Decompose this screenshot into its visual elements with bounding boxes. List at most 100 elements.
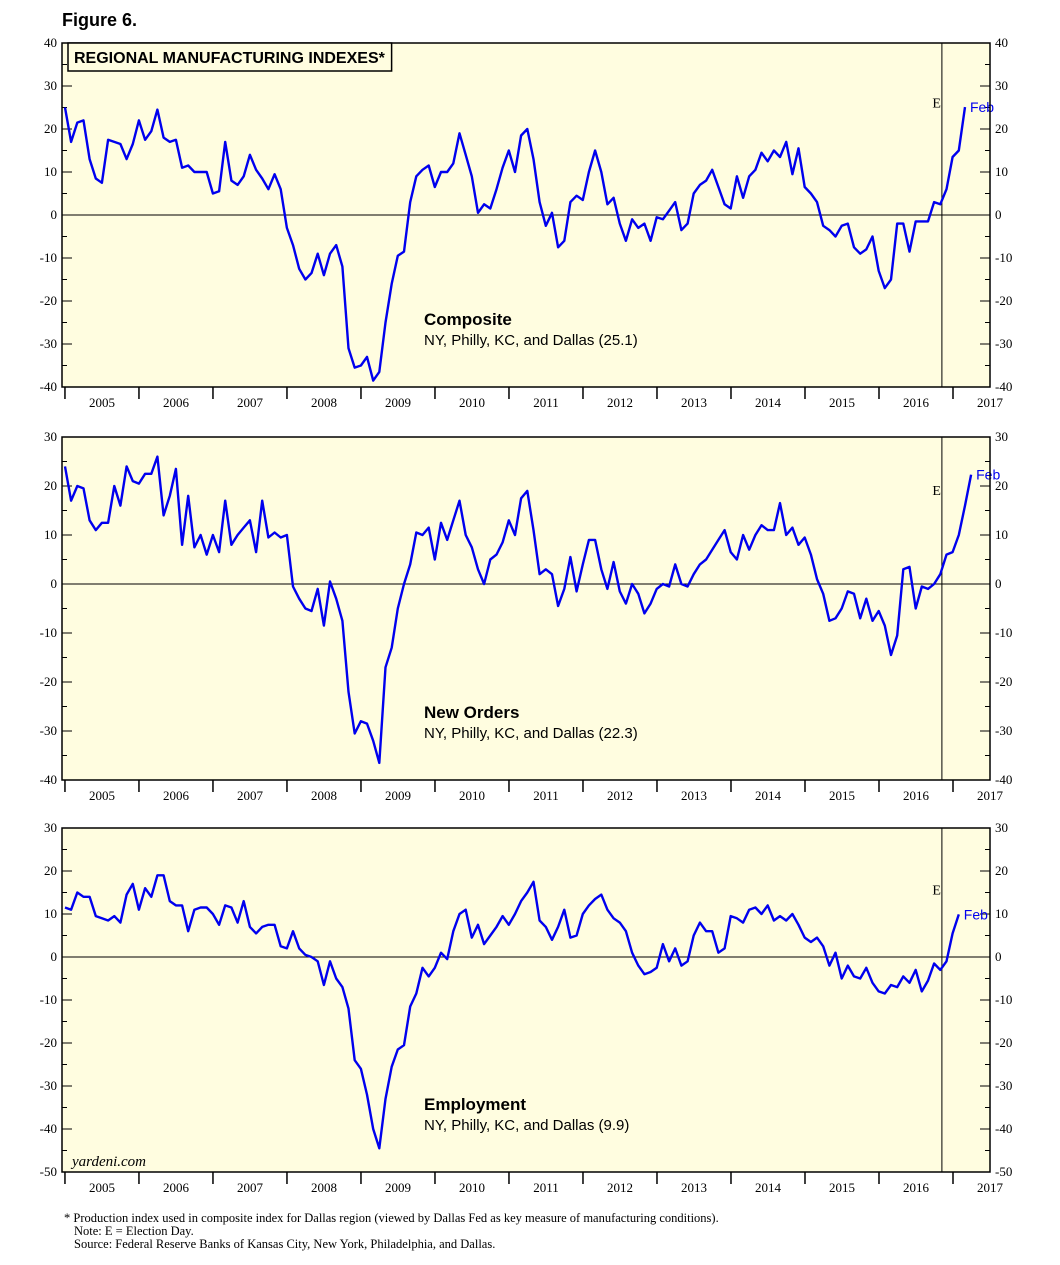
panel1-ytick-label-right: 40 [995,35,1008,50]
panel2-xtick-label: 2008 [311,788,337,803]
panel2-ytick-label-right: 30 [995,429,1008,444]
panel2-ytick-label-left: -10 [40,625,57,640]
panel3-ytick-label-left: -50 [40,1164,57,1179]
panel3-ytick-label-left: 10 [44,906,57,921]
panel1-ytick-label-left: 40 [44,35,57,50]
panel2-ytick-label-left: 0 [51,576,58,591]
panel3-xtick-label: 2011 [533,1180,559,1195]
panel3-ytick-label-right: -20 [995,1035,1012,1050]
panel1-ytick-label-right: 10 [995,164,1008,179]
panel2-xtick-label: 2014 [755,788,782,803]
panel2-xtick-label: 2015 [829,788,855,803]
panel1-xtick-label: 2005 [89,395,115,410]
panel2-ytick-label-left: -20 [40,674,57,689]
panel3-xtick-label: 2013 [681,1180,707,1195]
panel1-ytick-label-left: -30 [40,336,57,351]
panel1-xtick-label: 2010 [459,395,485,410]
chart-title-box [67,42,393,72]
panel2-ytick-label-left: 30 [44,429,57,444]
panel2-frame [61,436,991,781]
panel2-ytick-label-left: -30 [40,723,57,738]
panel3-end-label: Feb [964,906,988,922]
panel3-background [62,828,990,1172]
panel2-xtick-label: 2007 [237,788,264,803]
panel2-xtick-label: 2005 [89,788,115,803]
panel1-series-title: Composite [424,310,512,329]
panel3-xtick-label: 2005 [89,1180,115,1195]
panel1-xtick-label: 2012 [607,395,633,410]
panel1-ytick-label-left: 30 [44,78,57,93]
panel2-ytick-label-right: -10 [995,625,1012,640]
panel1-xtick-label: 2009 [385,395,411,410]
panel2-ytick-label-left: 10 [44,527,57,542]
panel3-xtick-label: 2009 [385,1180,411,1195]
panel3-ytick-label-left: 30 [44,820,57,835]
panel3-xtick-label: 2014 [755,1180,782,1195]
panel3-series-title: Employment [424,1095,526,1114]
panel2-ytick-label-right: 0 [995,576,1002,591]
panel2-ytick-label-left: -40 [40,772,57,787]
panel3-series-subtitle: NY, Philly, KC, and Dallas (9.9) [424,1117,629,1134]
panel3-ytick-label-right: -10 [995,992,1012,1007]
watermark: yardeni.com [70,1154,146,1170]
panel3-ytick-label-right: 10 [995,906,1008,921]
panel2-ytick-label-right: -40 [995,772,1012,787]
panel3-ytick-label-right: -30 [995,1078,1012,1093]
panel2-end-label: Feb [976,467,1000,483]
panel3-xtick-label: 2006 [163,1180,190,1195]
panel1-xtick-label: 2016 [903,395,930,410]
panel3-xtick-label: 2015 [829,1180,855,1195]
panel1-ytick-label-right: 20 [995,121,1008,136]
panel3-xtick-label: 2007 [237,1180,264,1195]
footnote-asterisk: * Production index used in composite ind… [64,1211,719,1225]
panel3-frame [61,827,991,1173]
panel1-ytick-label-right: -10 [995,250,1012,265]
panel1-ytick-label-right: -30 [995,336,1012,351]
panel2-series-title: New Orders [424,703,519,722]
panel1-ytick-label-left: -10 [40,250,57,265]
panel1-xtick-label: 2014 [755,395,782,410]
panel1-ytick-label-right: -20 [995,293,1012,308]
panel3-ytick-label-right: -50 [995,1164,1012,1179]
panel3-ytick-label-left: -10 [40,992,57,1007]
panel2-xtick-label: 2010 [459,788,485,803]
panel1-event-label: E [932,97,941,112]
panel1-xtick-label: 2017 [977,395,1004,410]
panel2-series-line [63,455,973,765]
panel3-ytick-label-left: -30 [40,1078,57,1093]
panel2-ytick-label-right: -30 [995,723,1012,738]
panel1-series-subtitle: NY, Philly, KC, and Dallas (25.1) [424,332,638,349]
panel2-xtick-label: 2016 [903,788,930,803]
panel2-xtick-label: 2012 [607,788,633,803]
panel1-xtick-label: 2015 [829,395,855,410]
panel2-ytick-label-right: -20 [995,674,1012,689]
panel1-xtick-label: 2008 [311,395,337,410]
panel1-ytick-label-left: 0 [51,207,58,222]
panel1-ytick-label-right: 0 [995,207,1002,222]
panel3-xtick-label: 2016 [903,1180,930,1195]
panel3-ytick-label-right: 0 [995,949,1002,964]
panel3-xtick-label: 2008 [311,1180,337,1195]
panel2-ytick-label-right: 10 [995,527,1008,542]
panel1-end-label: Feb [970,99,994,115]
panel2-xtick-label: 2009 [385,788,411,803]
footnote-source: Source: Federal Reserve Banks of Kansas … [74,1237,496,1251]
panel1-xtick-label: 2006 [163,395,190,410]
panel1-ytick-label-right: 30 [995,78,1008,93]
panel3-ytick-label-right: 20 [995,863,1008,878]
panel3-ytick-label-left: 0 [51,949,58,964]
panel1-ytick-label-left: 20 [44,121,57,136]
panel3-series-line [64,874,960,1150]
panel3-xtick-label: 2010 [459,1180,485,1195]
panel3-event-label: E [932,884,941,899]
panel1-ytick-label-right: -40 [995,379,1012,394]
figure-label: Figure 6. [62,10,138,30]
panel1-ytick-label-left: -40 [40,379,57,394]
panel1-ytick-label-left: 10 [44,164,57,179]
panel2-event-label: E [932,484,941,499]
panel2-xtick-label: 2011 [533,788,559,803]
panel3-xtick-label: 2017 [977,1180,1004,1195]
panel3-ytick-label-right: -40 [995,1121,1012,1136]
panel1-ytick-label-left: -20 [40,293,57,308]
